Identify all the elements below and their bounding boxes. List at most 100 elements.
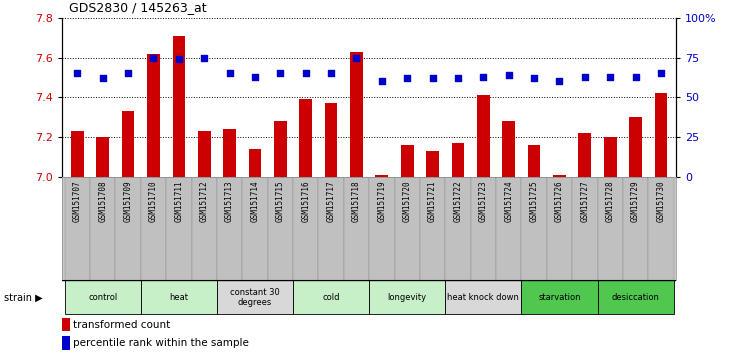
Text: GSM151730: GSM151730 xyxy=(656,180,665,222)
Bar xyxy=(71,131,84,177)
Bar xyxy=(395,177,420,280)
Bar xyxy=(268,177,293,280)
Bar xyxy=(293,280,369,314)
Bar xyxy=(96,137,109,177)
Text: heat knock down: heat knock down xyxy=(447,293,519,302)
Text: GDS2830 / 145263_at: GDS2830 / 145263_at xyxy=(69,1,207,14)
Text: GSM151724: GSM151724 xyxy=(504,180,513,222)
Bar xyxy=(249,149,261,177)
Point xyxy=(655,70,667,76)
Point xyxy=(579,74,591,79)
Bar xyxy=(401,145,414,177)
Bar xyxy=(528,145,540,177)
Bar xyxy=(502,121,515,177)
Bar xyxy=(300,99,312,177)
Bar xyxy=(198,131,211,177)
Point xyxy=(122,70,134,76)
Bar xyxy=(115,177,141,280)
Bar xyxy=(293,177,319,280)
Text: GSM151708: GSM151708 xyxy=(98,180,107,222)
Text: cold: cold xyxy=(322,293,340,302)
Text: longevity: longevity xyxy=(387,293,427,302)
Text: transformed count: transformed count xyxy=(73,320,170,330)
Text: strain ▶: strain ▶ xyxy=(4,292,42,302)
Text: heat: heat xyxy=(170,293,189,302)
Bar xyxy=(452,143,464,177)
Point xyxy=(224,70,235,76)
Bar xyxy=(471,177,496,280)
Point xyxy=(529,75,540,81)
Bar xyxy=(578,133,591,177)
Bar xyxy=(223,129,236,177)
Point xyxy=(249,74,261,79)
Text: GSM151725: GSM151725 xyxy=(529,180,539,222)
Text: GSM151728: GSM151728 xyxy=(606,180,615,222)
Bar xyxy=(242,177,268,280)
Point xyxy=(477,74,489,79)
Bar xyxy=(426,151,439,177)
Point xyxy=(605,74,616,79)
Text: GSM151710: GSM151710 xyxy=(149,180,158,222)
Text: GSM151720: GSM151720 xyxy=(403,180,412,222)
Text: GSM151715: GSM151715 xyxy=(276,180,285,222)
Bar xyxy=(369,280,445,314)
Bar xyxy=(553,175,566,177)
Bar xyxy=(62,336,70,350)
Bar xyxy=(496,177,521,280)
Bar xyxy=(141,177,166,280)
Point xyxy=(629,74,641,79)
Point xyxy=(97,75,109,81)
Text: GSM151713: GSM151713 xyxy=(225,180,234,222)
Point xyxy=(503,72,515,78)
Point xyxy=(72,70,83,76)
Point xyxy=(275,70,287,76)
Text: constant 30
degrees: constant 30 degrees xyxy=(230,288,280,307)
Bar xyxy=(477,95,490,177)
Bar xyxy=(521,177,547,280)
Bar xyxy=(64,177,90,280)
Bar xyxy=(141,280,217,314)
Text: GSM151729: GSM151729 xyxy=(631,180,640,222)
Text: GSM151721: GSM151721 xyxy=(428,180,437,222)
Bar xyxy=(420,177,445,280)
Text: GSM151712: GSM151712 xyxy=(200,180,209,222)
Bar xyxy=(325,103,338,177)
Bar xyxy=(597,280,674,314)
Point xyxy=(173,56,185,62)
Bar xyxy=(319,177,344,280)
Bar xyxy=(629,117,642,177)
Point xyxy=(300,70,311,76)
Text: GSM151707: GSM151707 xyxy=(73,180,82,222)
Text: GSM151709: GSM151709 xyxy=(124,180,132,222)
Bar xyxy=(648,177,674,280)
Text: GSM151717: GSM151717 xyxy=(327,180,336,222)
Bar xyxy=(623,177,648,280)
Bar xyxy=(217,280,293,314)
Text: control: control xyxy=(88,293,118,302)
Point xyxy=(452,75,463,81)
Point xyxy=(427,75,439,81)
Bar xyxy=(376,175,388,177)
Point xyxy=(401,75,413,81)
Text: GSM151718: GSM151718 xyxy=(352,180,361,222)
Bar xyxy=(147,53,160,177)
Point xyxy=(351,55,363,60)
Bar xyxy=(62,318,70,331)
Bar xyxy=(274,121,287,177)
Text: GSM151719: GSM151719 xyxy=(377,180,387,222)
Text: GSM151716: GSM151716 xyxy=(301,180,310,222)
Text: GSM151727: GSM151727 xyxy=(580,180,589,222)
Text: GSM151726: GSM151726 xyxy=(555,180,564,222)
Bar xyxy=(604,137,616,177)
Bar xyxy=(173,36,185,177)
Point xyxy=(198,55,210,60)
Bar xyxy=(369,177,395,280)
Bar xyxy=(217,177,242,280)
Bar xyxy=(344,177,369,280)
Text: GSM151711: GSM151711 xyxy=(175,180,183,222)
Text: GSM151714: GSM151714 xyxy=(251,180,260,222)
Bar xyxy=(445,177,471,280)
Bar xyxy=(192,177,217,280)
Bar xyxy=(547,177,572,280)
Bar xyxy=(597,177,623,280)
